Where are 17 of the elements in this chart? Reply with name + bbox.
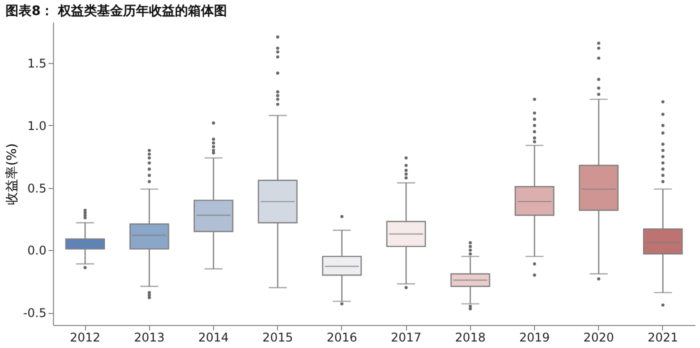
x-tick-label: 2016 (326, 330, 358, 344)
x-tick-label: 2014 (198, 330, 229, 344)
x-tick-label: 2013 (134, 330, 165, 344)
y-tick-label: 1.5 (27, 56, 46, 71)
x-tick-label: 2019 (519, 330, 550, 344)
y-tick-label: -0.5 (23, 306, 46, 320)
x-tick-label: 2017 (390, 330, 422, 344)
x-tick-label: 2021 (648, 330, 678, 344)
x-tick-label: 2020 (583, 330, 614, 344)
y-axis-title: 收益率(%) (4, 143, 20, 205)
x-tick-label: 2015 (262, 330, 293, 344)
chart-title: 图表8： 权益类基金历年收益的箱体图 (6, 4, 228, 19)
x-tick-label: 2012 (70, 330, 100, 344)
y-tick-label: 0.5 (27, 181, 46, 196)
x-tick-label: 2018 (455, 330, 486, 344)
y-tick-label: 1.0 (27, 118, 46, 133)
y-tick-label: 0.0 (27, 244, 46, 258)
